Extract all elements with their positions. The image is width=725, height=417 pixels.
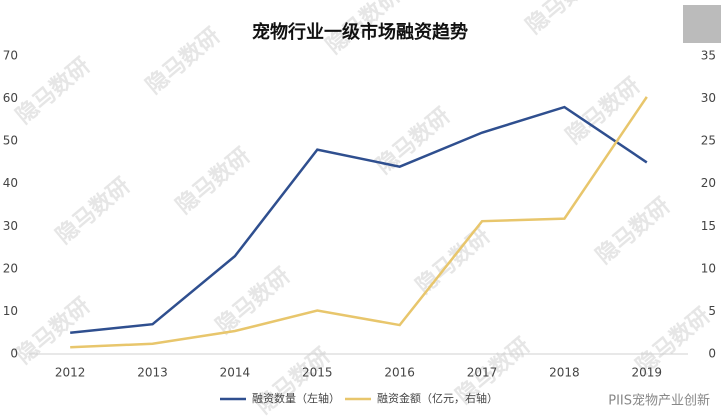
x-tick-label: 2013 [137,366,168,380]
y-tick-label: 50 [3,134,18,148]
x-tick-label: 2017 [467,366,498,380]
footer: PIIS宠物产业创新 [608,393,710,409]
series-line [70,96,648,349]
y-tick-label: 0 [10,347,18,361]
y-tick-label: 10 [3,304,18,318]
x-tick-label: 2019 [632,366,663,380]
x-tick-label: 2012 [55,366,86,380]
y2-tick-label: 30 [701,91,716,105]
watermark: 隐马数研 [141,23,225,99]
y2-tick-label: 35 [701,49,716,63]
watermark: 隐马数研 [591,193,675,269]
watermark: 隐马数研 [11,53,95,129]
qr-code [683,5,721,43]
watermark: 隐马数研 [411,223,495,299]
watermark: 隐马数研 [371,103,455,179]
y-tick-label: 70 [3,49,18,63]
chart-title: 宠物行业一级市场融资趋势 [252,21,468,43]
y-tick-label: 20 [3,261,18,275]
y2-tick-label: 25 [701,134,716,148]
y2-tick-label: 5 [708,304,716,318]
x-tick-label: 2014 [220,366,251,380]
legend-label: 融资金额（亿元，右轴） [377,391,498,405]
x-tick-label: 2015 [302,366,333,380]
watermark: 隐马数研 [521,0,605,39]
x-tick-label: 2016 [384,366,415,380]
series-line [70,105,648,334]
y2-tick-label: 15 [701,219,716,233]
watermark: 隐马数研 [561,73,645,149]
y2-tick-label: 20 [701,176,716,190]
y2-tick-label: 0 [708,347,716,361]
watermark: 隐马数研 [171,143,255,219]
y2-tick-label: 10 [701,261,716,275]
legend-label: 融资数量（左轴） [252,391,340,405]
y-tick-label: 60 [3,91,18,105]
x-tick-label: 2018 [549,366,580,380]
watermark: 隐马数研 [51,173,135,249]
y-tick-label: 30 [3,219,18,233]
y-tick-label: 40 [3,176,18,190]
